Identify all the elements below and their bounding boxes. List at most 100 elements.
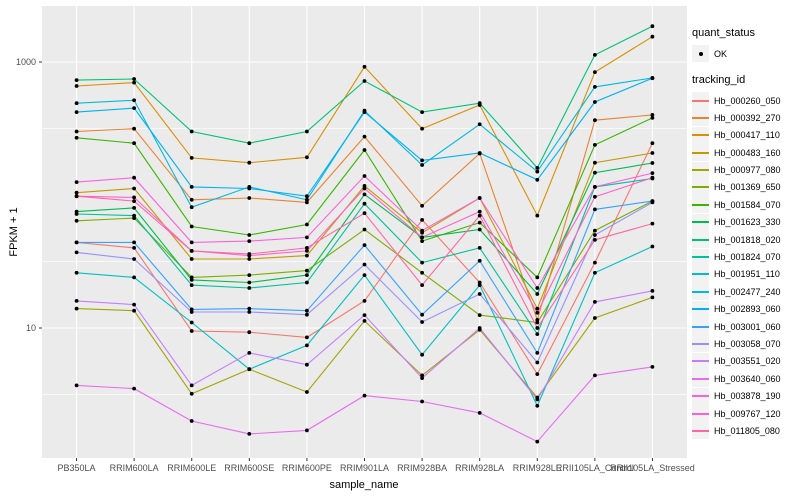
legend-item-Hb_003551_020: Hb_003551_020: [692, 352, 798, 370]
data-point: [593, 85, 597, 89]
data-point: [132, 302, 137, 307]
data-point: [305, 343, 309, 348]
legend-key-line-icon: [692, 265, 709, 283]
data-point: [305, 273, 309, 277]
data-point: [189, 257, 194, 261]
data-point: [247, 306, 252, 311]
legend-item-Hb_002893_060: Hb_002893_060: [692, 300, 798, 318]
data-point: [305, 253, 309, 258]
legend-key-line-icon: [692, 92, 709, 109]
data-point: [74, 84, 79, 88]
legend-item-label: Hb_001369_650: [714, 182, 781, 193]
legend-item-Hb_003001_060: Hb_003001_060: [692, 318, 798, 336]
data-point: [650, 24, 655, 29]
data-point: [593, 270, 597, 275]
data-point: [305, 235, 309, 240]
data-point: [477, 227, 482, 232]
legend-item-label: Hb_011805_080: [714, 425, 780, 436]
data-point: [362, 184, 367, 188]
data-point: [477, 411, 482, 415]
data-point: [189, 329, 194, 333]
legend-item-label: Hb_000483_160: [714, 147, 781, 158]
data-point: [305, 312, 309, 317]
data-point: [535, 213, 540, 218]
legend-item-label: Hb_001584_070: [714, 199, 781, 210]
data-point: [362, 134, 367, 139]
legend-key-line-icon: [692, 370, 709, 388]
data-point: [593, 143, 597, 147]
data-point: [74, 306, 79, 311]
data-point: [189, 185, 194, 189]
data-point: [650, 161, 655, 165]
data-point: [247, 310, 252, 314]
data-point: [247, 196, 252, 200]
legend-item-label: Hb_009767_120: [714, 408, 781, 419]
data-point: [477, 283, 482, 287]
data-point: [305, 246, 309, 250]
data-point: [247, 239, 252, 244]
data-point: [74, 180, 79, 185]
data-point: [74, 383, 79, 388]
data-point: [593, 53, 597, 57]
data-point: [305, 390, 309, 394]
data-point: [420, 203, 424, 208]
data-point: [189, 205, 194, 210]
legend-key-line-icon: [692, 318, 709, 336]
data-point: [650, 171, 655, 176]
data-point: [362, 273, 367, 277]
data-point: [650, 295, 655, 300]
x-tick-label: RRII105LA_Control: [556, 463, 634, 473]
legend-item-ok: OK: [692, 45, 798, 62]
data-point: [477, 280, 482, 285]
data-point: [535, 177, 540, 182]
data-point: [420, 283, 424, 287]
data-point: [362, 64, 367, 69]
data-point: [247, 432, 252, 436]
data-point: [362, 393, 367, 398]
legend-item-label: Hb_000977_080: [714, 165, 781, 176]
legend-key-line-icon: [692, 178, 709, 196]
data-point: [420, 239, 424, 244]
legend-item-Hb_000392_270: Hb_000392_270: [692, 109, 798, 127]
data-point: [362, 174, 367, 178]
data-point: [74, 110, 79, 114]
legend-item-Hb_001369_650: Hb_001369_650: [692, 178, 798, 196]
data-point: [420, 260, 424, 265]
x-tick-label: RRII105LA_Stressed: [610, 463, 695, 473]
data-point: [535, 397, 540, 402]
data-point: [535, 318, 540, 322]
data-point: [650, 151, 655, 155]
data-point: [420, 320, 424, 324]
data-point: [189, 240, 194, 245]
data-point: [74, 129, 79, 134]
legend-item-Hb_000977_080: Hb_000977_080: [692, 161, 798, 179]
data-point: [362, 299, 367, 303]
data-point: [593, 228, 597, 233]
data-point: [477, 122, 482, 127]
data-point: [189, 283, 194, 287]
data-point: [247, 280, 252, 285]
legend: quant_status OK tracking_id Hb_000260_05…: [692, 27, 798, 451]
data-point: [362, 201, 367, 206]
legend-item-Hb_001584_070: Hb_001584_070: [692, 196, 798, 214]
data-point: [420, 228, 424, 233]
x-tick-label: RRIM600SE: [224, 463, 274, 473]
legend-item-Hb_003058_070: Hb_003058_070: [692, 335, 798, 353]
legend-key-line-icon: [692, 387, 709, 405]
data-point: [305, 129, 309, 134]
data-point: [189, 383, 194, 388]
data-point: [420, 373, 424, 378]
data-point: [247, 257, 252, 261]
data-point: [132, 80, 137, 85]
legend-item-label: Hb_000392_270: [714, 112, 781, 123]
data-point: [74, 218, 79, 223]
data-point: [74, 194, 79, 199]
data-point: [132, 175, 137, 180]
data-point: [593, 233, 597, 237]
data-point: [593, 160, 597, 165]
data-point: [305, 249, 309, 253]
data-point: [362, 227, 367, 232]
data-point: [362, 186, 367, 191]
data-point: [420, 235, 424, 240]
data-point: [132, 206, 137, 210]
